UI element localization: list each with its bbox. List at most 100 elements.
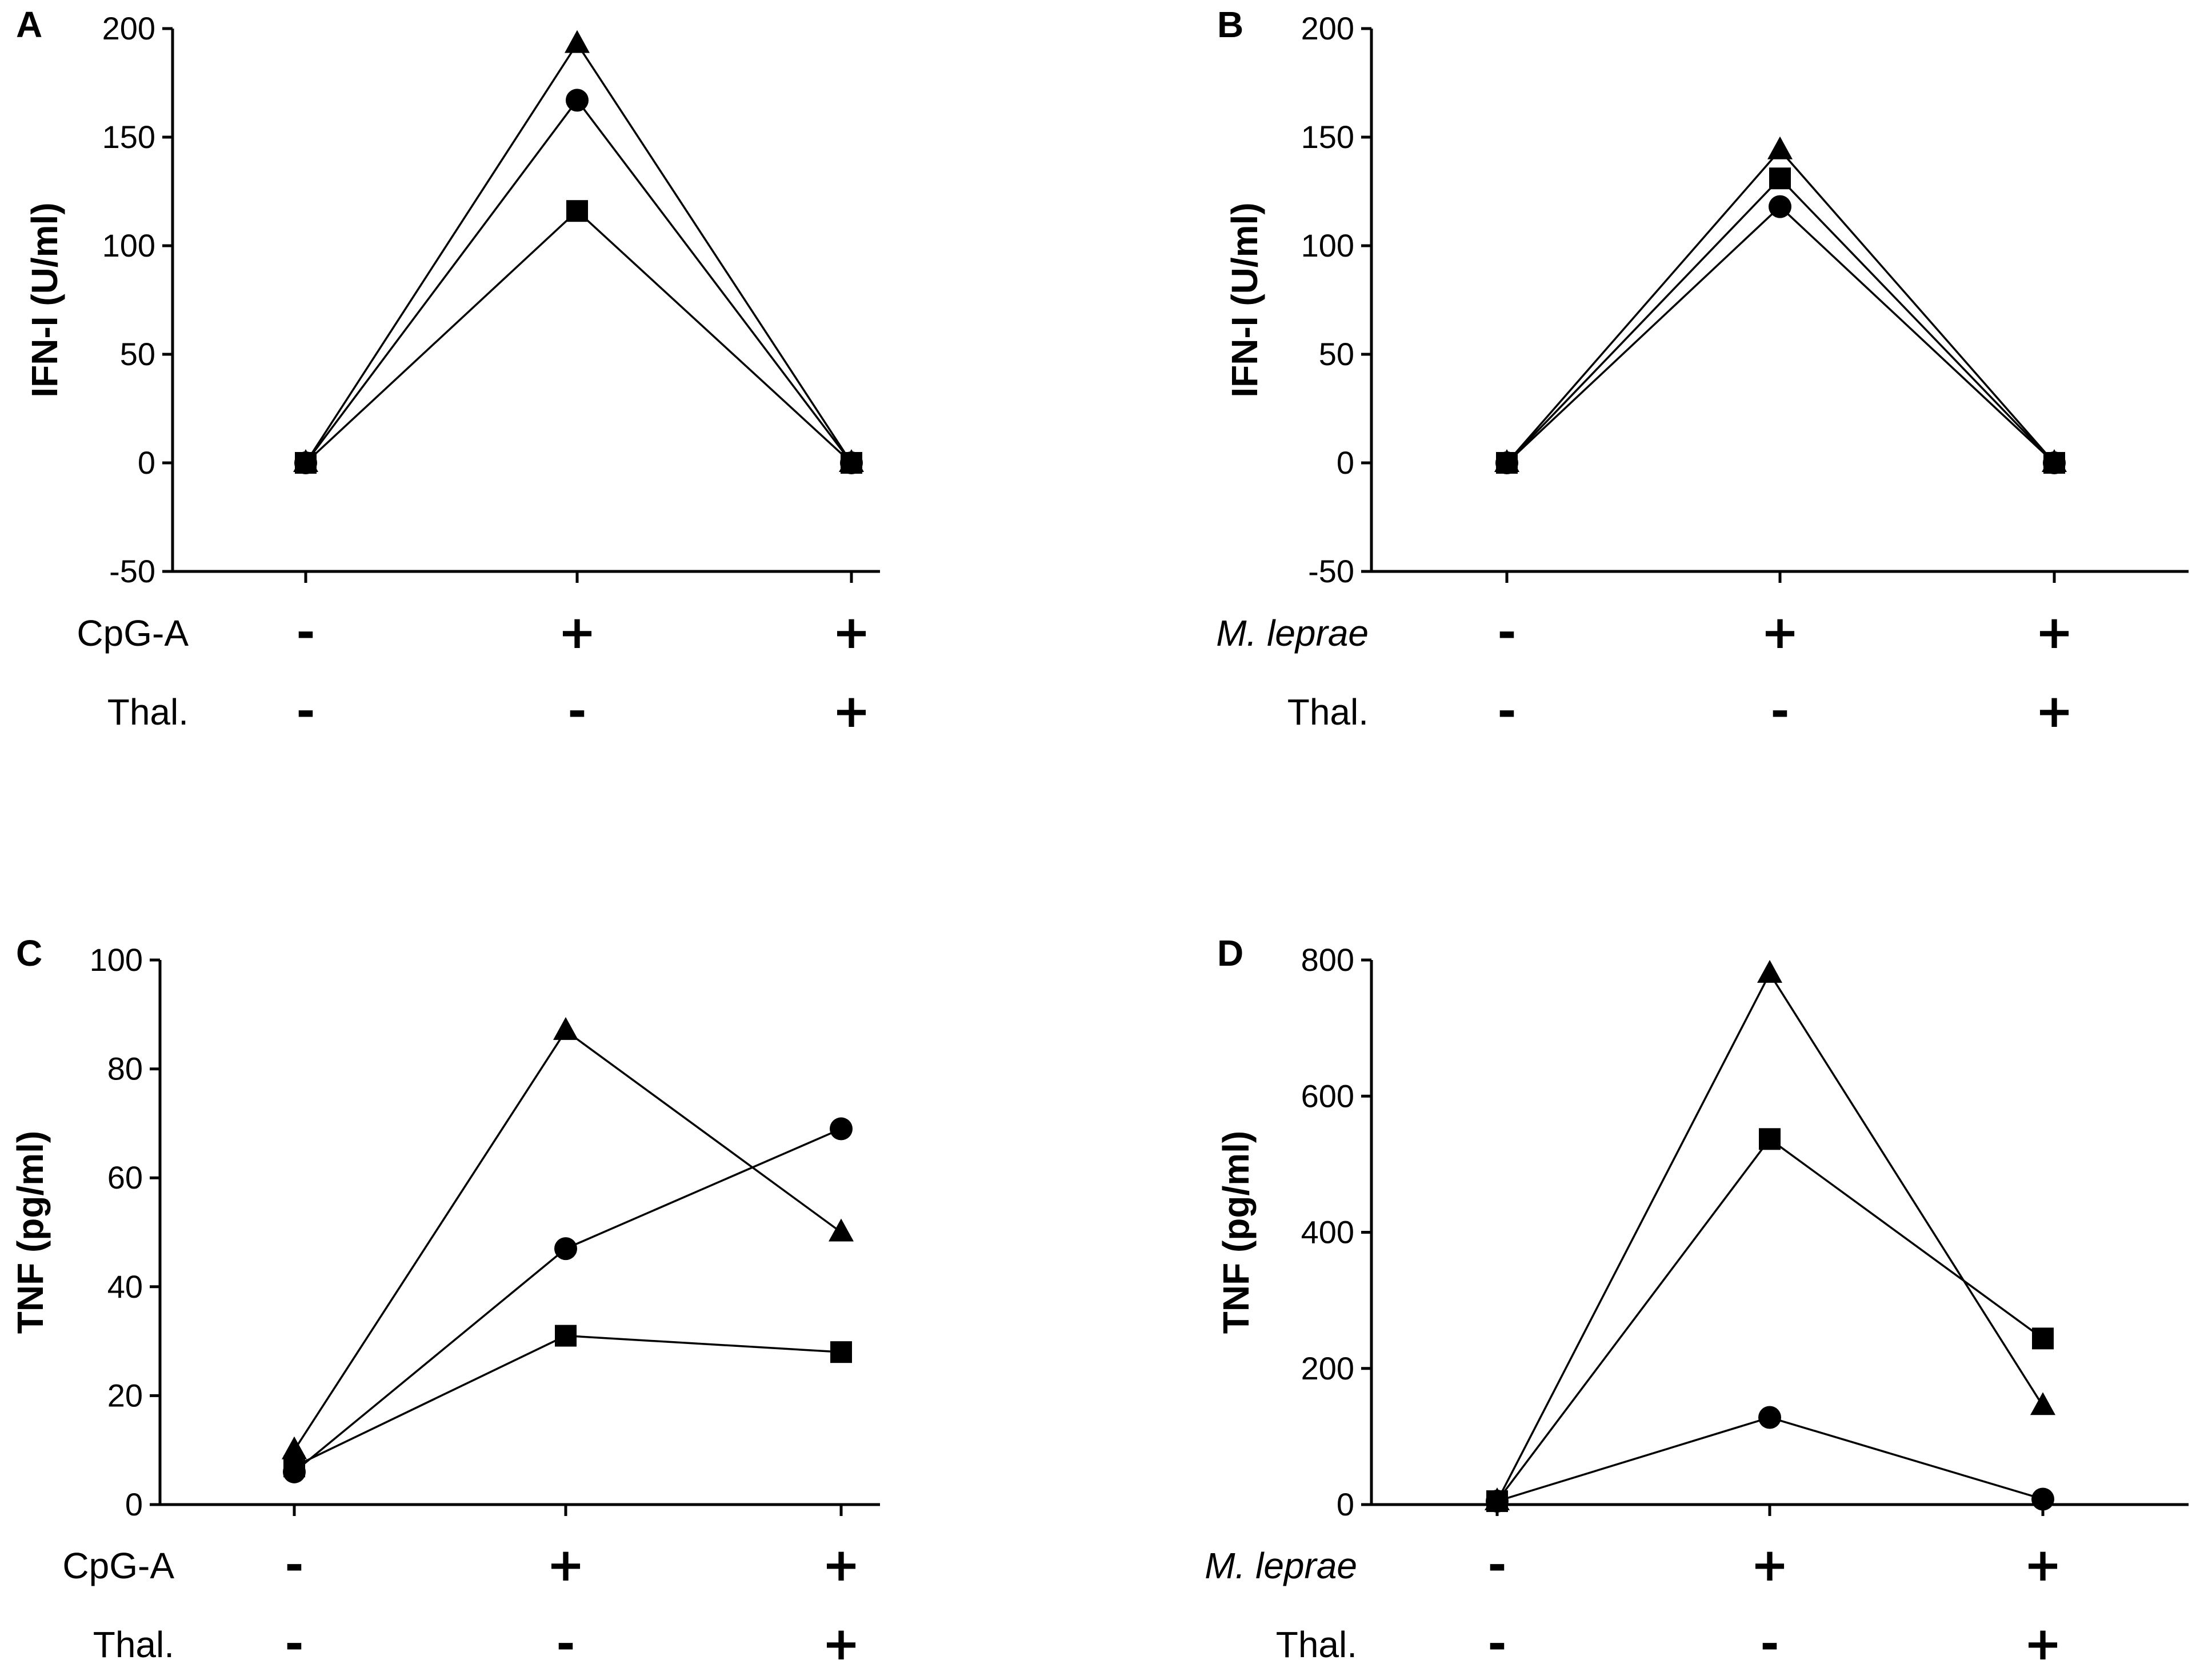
data-point-circle <box>830 1117 853 1141</box>
condition-label: Thal. <box>93 1624 174 1665</box>
panel-d: D 0 200 400 600 800 TNF (pg/ml) M. leprae - + + Tha… <box>1205 933 2189 1670</box>
data-point-triangle <box>553 1017 578 1040</box>
panel-letter: B <box>1217 4 1243 45</box>
y-tick-label: 600 <box>1301 1078 1354 1114</box>
y-tick-label: 40 <box>107 1269 143 1305</box>
series-line-circle <box>293 1127 842 1473</box>
data-point-triangle <box>1757 959 1782 983</box>
condition-label: M. leprae <box>1205 1545 1357 1586</box>
panel-letter: A <box>16 4 42 45</box>
series-line-circle <box>1506 205 2055 464</box>
y-axis-label: TNF (pg/ml) <box>1215 1131 1257 1334</box>
y-tick-label: 150 <box>102 119 155 155</box>
data-point-square <box>841 452 862 474</box>
minus-sign: - <box>567 685 586 738</box>
minus-sign: - <box>1487 1538 1506 1591</box>
plus-sign: + <box>1761 606 1799 659</box>
series-line-square <box>1496 1137 2044 1502</box>
data-point-square <box>1769 167 1791 190</box>
condition-label: CpG-A <box>77 613 189 654</box>
y-tick-label: 150 <box>1301 119 1354 155</box>
plus-sign: + <box>2035 685 2073 738</box>
series-line-circle <box>305 98 853 464</box>
plus-sign: + <box>832 606 870 659</box>
y-tick-label: -50 <box>109 553 155 589</box>
data-point-square <box>566 200 588 222</box>
data-point-circle <box>554 1237 577 1261</box>
condition-label: Thal. <box>1276 1624 1357 1665</box>
y-tick-label: 50 <box>1319 336 1354 372</box>
y-tick-label: 80 <box>107 1051 143 1087</box>
y-tick-label: 200 <box>1301 1350 1354 1386</box>
series-line-square <box>1506 177 2055 464</box>
y-tick-label: 100 <box>102 227 155 263</box>
series-line-square <box>294 1334 842 1467</box>
data-point-triangle <box>2030 1392 2055 1415</box>
panel-c: C 0 20 40 60 80 100 TNF (pg/ml) CpG-A - + + Thal. - - + <box>10 933 880 1670</box>
y-tick-label: 0 <box>125 1486 143 1522</box>
data-point-square <box>295 452 317 474</box>
plus-sign: + <box>822 1617 860 1670</box>
y-tick-label: 100 <box>90 942 143 978</box>
y-tick-label: 50 <box>120 336 155 372</box>
minus-sign: - <box>296 606 315 659</box>
data-point-circle <box>1758 1406 1781 1429</box>
data-point-circle <box>1486 1490 1509 1513</box>
y-tick-label: 400 <box>1301 1214 1354 1250</box>
data-point-square <box>2032 1327 2054 1350</box>
data-point-circle <box>566 89 589 112</box>
minus-sign: - <box>556 1617 575 1670</box>
y-tick-label: 200 <box>1301 10 1354 46</box>
data-point-triangle <box>282 1436 307 1459</box>
plus-sign: + <box>1750 1538 1789 1591</box>
minus-sign: - <box>1497 606 1516 659</box>
minus-sign: - <box>296 685 315 738</box>
data-point-circle <box>2031 1487 2054 1511</box>
data-point-square <box>555 1325 577 1347</box>
panel-b: B -50 0 50 100 150 200 IFN-I (U/ml) M. leprae - + +… <box>1216 4 2189 738</box>
plus-sign: + <box>822 1538 860 1591</box>
data-point-triangle <box>829 1218 854 1242</box>
minus-sign: - <box>1770 685 1789 738</box>
plus-sign: + <box>558 606 596 659</box>
panel-letter: C <box>16 933 42 974</box>
condition-label: Thal. <box>1287 691 1369 733</box>
plus-sign: + <box>2023 1617 2062 1670</box>
minus-sign: - <box>285 1617 303 1670</box>
y-tick-label: -50 <box>1308 553 1354 589</box>
panel-letter: D <box>1217 933 1243 974</box>
plus-sign: + <box>2035 606 2073 659</box>
condition-label: Thal. <box>107 691 189 733</box>
y-tick-label: 0 <box>138 445 155 481</box>
minus-sign: - <box>1760 1617 1779 1670</box>
data-point-square <box>830 1341 852 1363</box>
y-tick-label: 0 <box>1337 1486 1354 1522</box>
plus-sign: + <box>546 1538 585 1591</box>
data-point-circle <box>2043 451 2066 474</box>
condition-label: M. leprae <box>1216 613 1369 654</box>
data-point-triangle <box>565 30 590 53</box>
condition-label: CpG-A <box>62 1545 174 1586</box>
panel-a: A -50 0 50 100 150 200 IFN-I (U/ml) CpG-A - + + Thal… <box>16 4 880 738</box>
plus-sign: + <box>832 685 870 738</box>
y-tick-label: 200 <box>102 10 155 46</box>
data-point-circle <box>1769 195 1791 218</box>
y-tick-label: 800 <box>1301 942 1354 978</box>
data-point-circle <box>1495 451 1518 474</box>
series-line-circle <box>1497 1416 2043 1502</box>
y-axis-label: IFN-I (U/ml) <box>1224 202 1265 397</box>
y-tick-label: 0 <box>1337 445 1354 481</box>
y-tick-label: 100 <box>1301 227 1354 263</box>
data-point-square <box>283 1455 305 1478</box>
minus-sign: - <box>285 1538 303 1591</box>
data-point-triangle <box>1767 136 1793 159</box>
data-point-square <box>1759 1128 1781 1150</box>
y-tick-label: 20 <box>107 1377 143 1413</box>
y-axis-label: TNF (pg/ml) <box>10 1131 51 1334</box>
y-tick-label: 60 <box>107 1159 143 1195</box>
minus-sign: - <box>1487 1617 1506 1670</box>
minus-sign: - <box>1497 685 1516 738</box>
y-axis-label: IFN-I (U/ml) <box>24 202 65 397</box>
plus-sign: + <box>2023 1538 2062 1591</box>
